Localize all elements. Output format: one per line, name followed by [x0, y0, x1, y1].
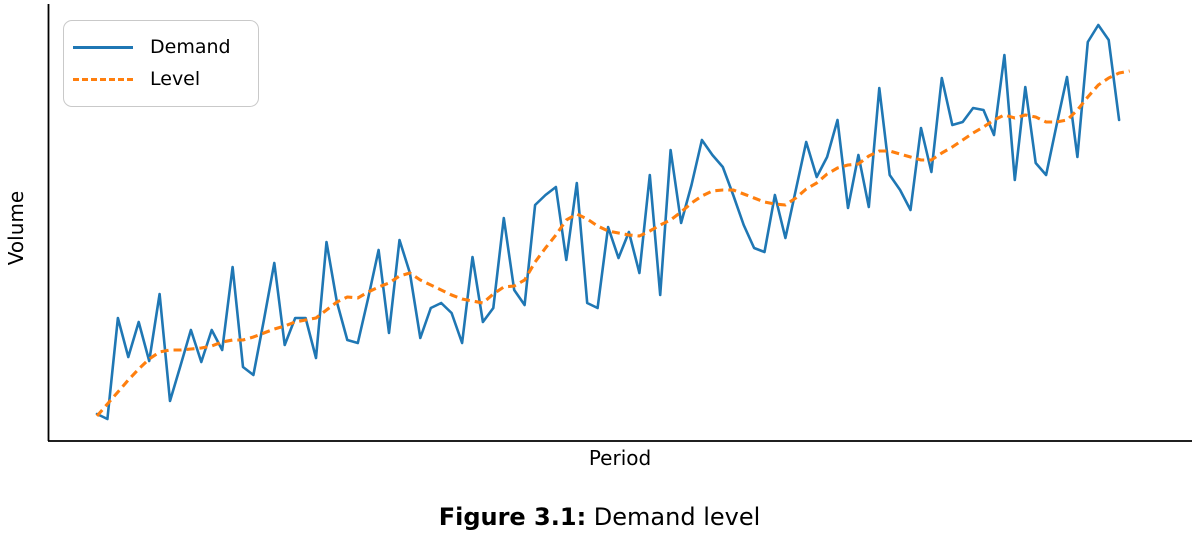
y-axis-label: Volume — [4, 190, 28, 266]
level-line-sample — [73, 78, 133, 81]
legend-item-level: Level — [64, 70, 258, 89]
figure-caption: Figure 3.1: Demand level — [0, 503, 1199, 531]
x-axis-label: Period — [588, 446, 652, 470]
caption-label: Figure 3.1: — [438, 503, 587, 531]
demand-line — [95, 23, 1121, 421]
caption-text: Demand level — [586, 503, 761, 531]
level-line — [95, 69, 1130, 418]
chart-svg — [47, 4, 1192, 442]
legend-label-level: Level — [150, 68, 201, 90]
legend-item-demand: Demand — [64, 38, 258, 57]
demand-line-sample — [73, 46, 133, 49]
legend-label-demand: Demand — [150, 36, 231, 58]
legend: Demand Level — [63, 20, 259, 107]
